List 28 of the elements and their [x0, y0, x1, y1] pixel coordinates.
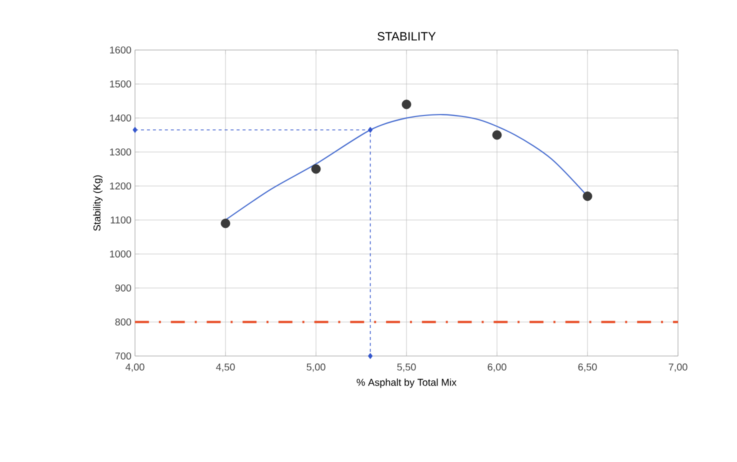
y-tick-label: 800: [115, 318, 132, 326]
x-tick-label: 5,50: [397, 364, 416, 372]
x-tick-label: 5,00: [306, 364, 326, 372]
point: [311, 164, 321, 174]
x-tick-label: 6,50: [578, 364, 597, 372]
x-axis-title: % Asphalt by Total Mix: [356, 378, 456, 388]
y-tick-label: 1500: [110, 80, 132, 88]
y-tick-label: 1100: [110, 216, 132, 224]
point: [582, 192, 592, 201]
point: [368, 353, 373, 359]
y-tick-label: 1000: [110, 250, 132, 258]
y-tick-label: 1200: [110, 182, 132, 190]
y-tick-label: 900: [115, 284, 132, 292]
point: [220, 218, 230, 228]
point: [492, 130, 502, 140]
point: [132, 127, 138, 133]
x-tick-label: 7,00: [668, 364, 688, 372]
x-tick-label: 4,00: [126, 364, 144, 372]
y-tick-label: 700: [115, 352, 132, 360]
y-axis-title: Stability (Kg): [93, 175, 102, 231]
point: [402, 100, 412, 110]
point: [368, 127, 373, 133]
y-tick-label: 1400: [110, 114, 132, 122]
x-tick-label: 6,00: [488, 364, 506, 372]
chart-title: STABILITY: [378, 32, 436, 40]
y-tick-label: 1600: [110, 46, 132, 54]
x-tick-label: 4,50: [216, 364, 235, 372]
y-tick-label: 1300: [110, 148, 132, 156]
